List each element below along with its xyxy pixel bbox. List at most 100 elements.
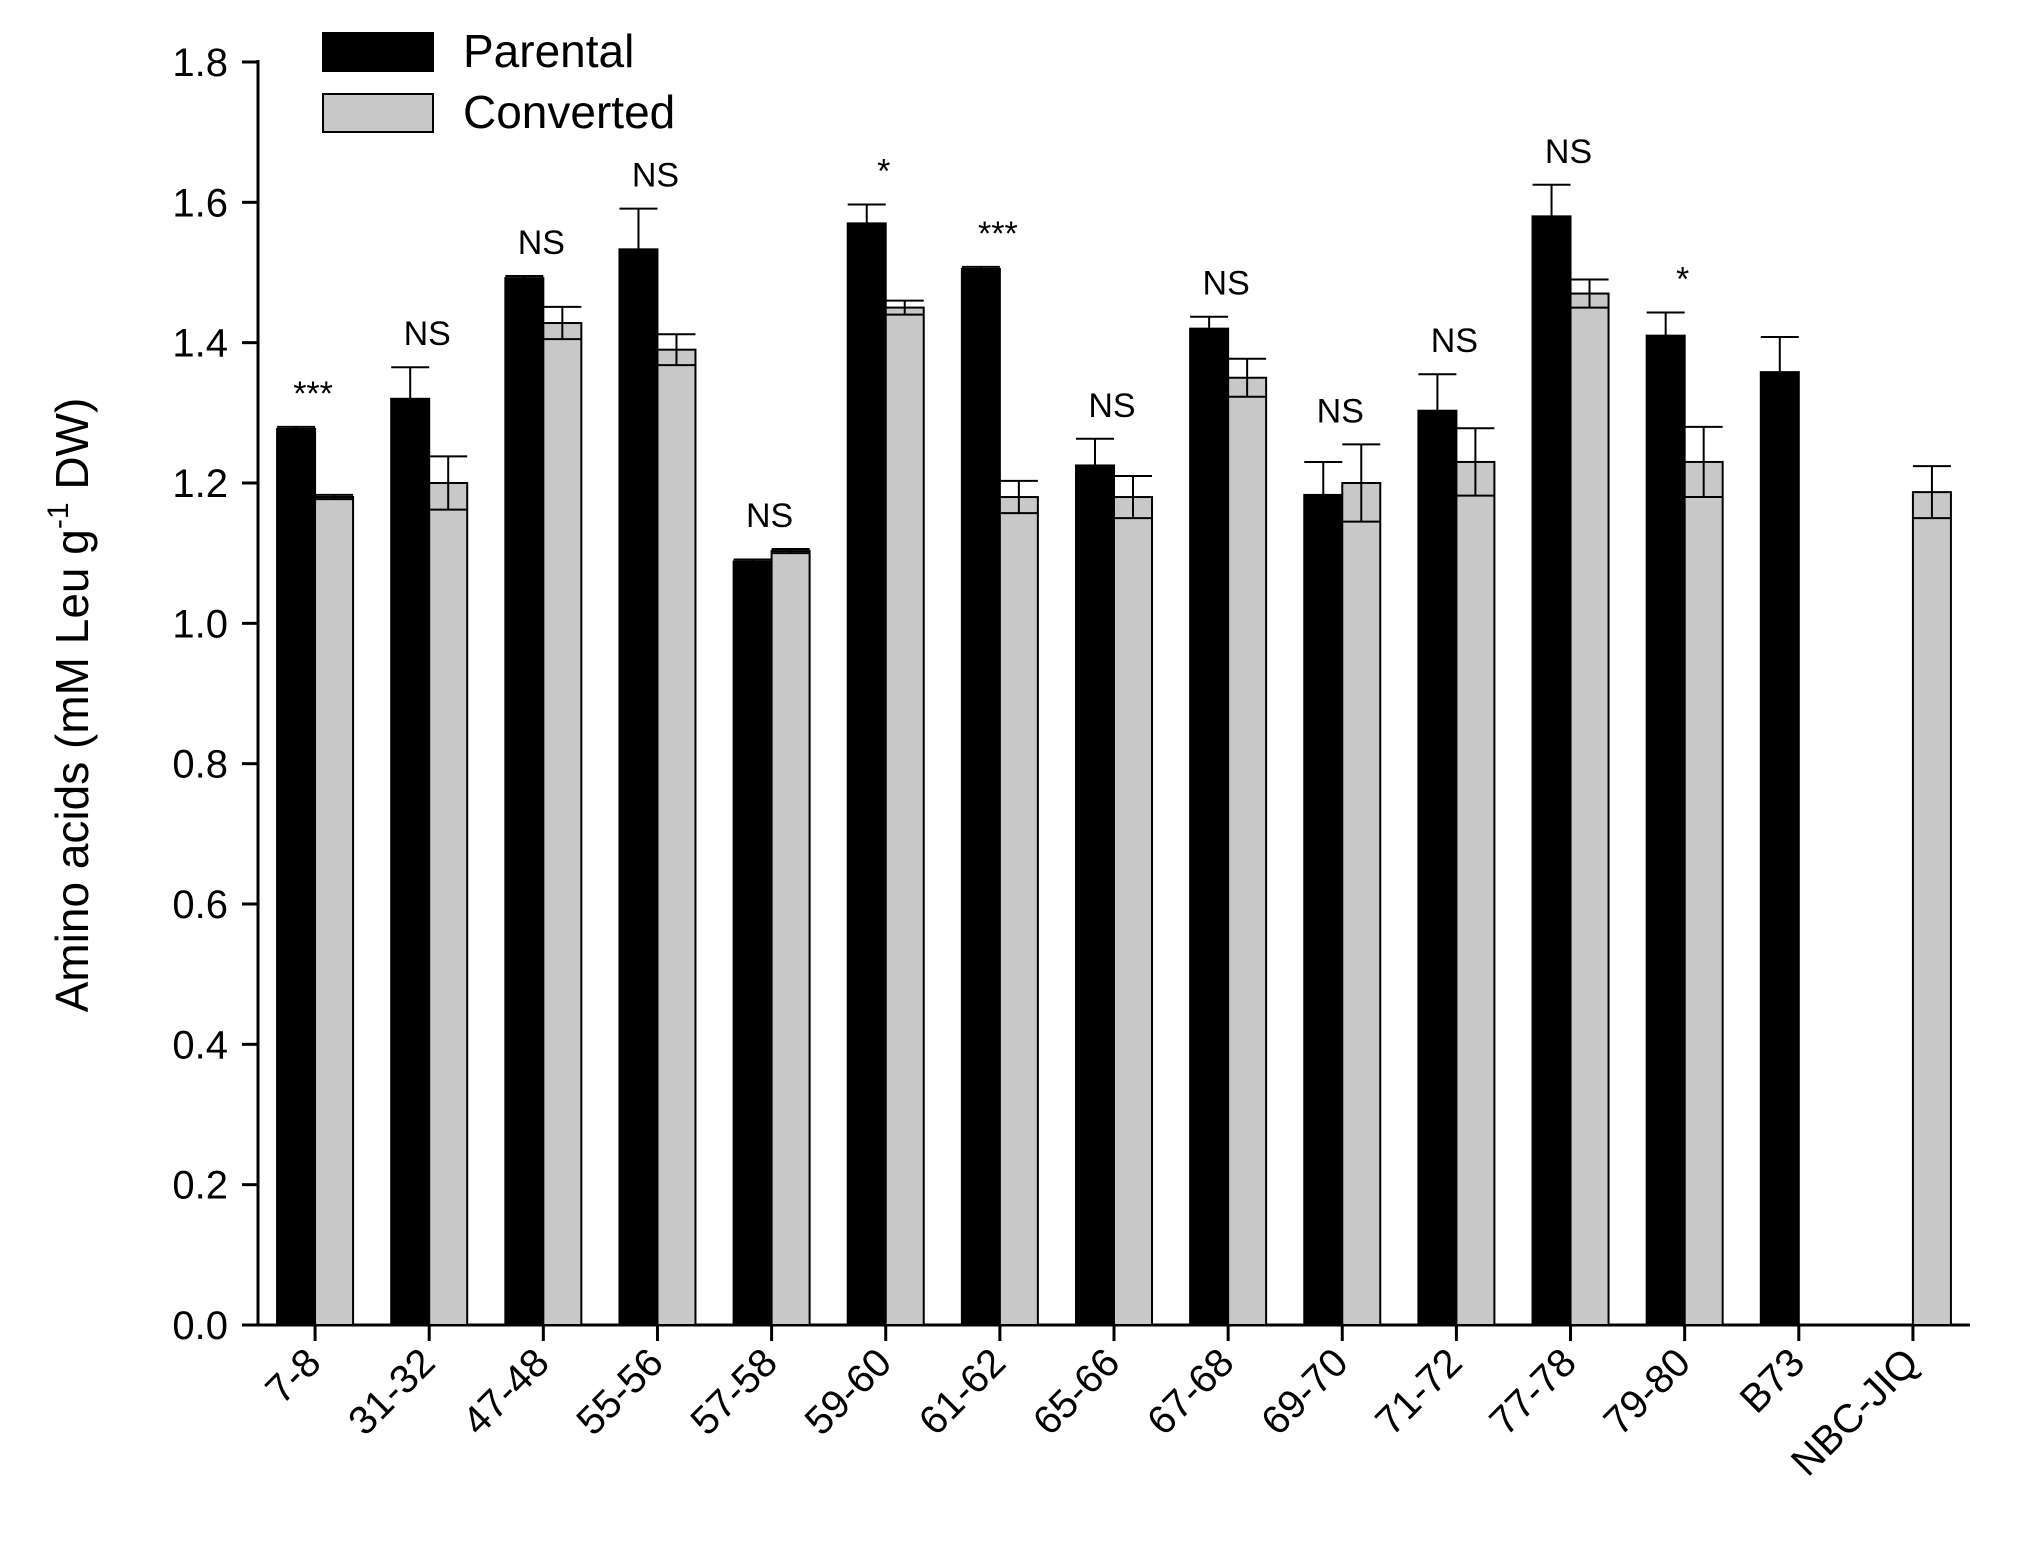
error-bar-parental-11 <box>1532 183 1571 249</box>
bar-parental-3 <box>618 248 659 1327</box>
error-bar-converted-11 <box>1570 278 1609 309</box>
error-bar-converted-14 <box>1912 465 1951 520</box>
error-bars <box>277 183 1951 565</box>
legend: Parental Converted <box>322 25 675 138</box>
error-bar-parental-5 <box>847 203 886 244</box>
x-tick-label-11: 77-78 <box>1481 1340 1584 1443</box>
error-bar-converted-5 <box>885 299 924 316</box>
bar-converted-3 <box>656 348 697 1326</box>
x-tick-label-13: B73 <box>1732 1340 1813 1421</box>
y-tick-label-2: 0.4 <box>172 1023 228 1067</box>
bar-parental-7 <box>1075 464 1115 1327</box>
error-bar-parental-0 <box>277 425 316 433</box>
annotation-7: NS <box>1088 387 1135 425</box>
x-tick-label-7: 65-66 <box>1025 1340 1128 1443</box>
bar-converted-2 <box>542 322 583 1326</box>
bar-parental-9 <box>1303 493 1344 1326</box>
annotation-10: NS <box>1431 322 1478 360</box>
error-bar-converted-6 <box>999 479 1038 515</box>
x-tick-label-14: NBC-JIQ <box>1783 1340 1927 1484</box>
bar-converted-10 <box>1455 460 1496 1326</box>
bar-converted-14 <box>1911 491 1952 1327</box>
bar-parental-1 <box>390 397 431 1326</box>
error-bar-converted-1 <box>429 455 468 511</box>
y-tick-label-1: 0.2 <box>172 1164 228 1208</box>
error-bar-parental-6 <box>961 265 1000 273</box>
y-axis-title-sup: -1 <box>42 502 75 529</box>
legend-swatch-parental <box>322 32 434 72</box>
bar-converted-12 <box>1683 460 1724 1326</box>
bar-parental-13 <box>1759 371 1800 1326</box>
y-axis-title-tail: DW) <box>46 398 98 503</box>
bar-parental-5 <box>846 222 887 1327</box>
error-bar-parental-8 <box>1190 315 1229 342</box>
x-tick-label-9: 69-70 <box>1253 1340 1356 1443</box>
y-tick-label-3: 0.6 <box>172 883 228 927</box>
annotation-4: NS <box>746 497 793 535</box>
annotation-6: *** <box>978 215 1018 253</box>
error-bar-parental-4 <box>733 558 772 565</box>
error-bar-converted-0 <box>315 493 354 501</box>
annotation-8: NS <box>1203 265 1250 303</box>
bar-converted-6 <box>998 496 1039 1326</box>
bar-converted-8 <box>1227 376 1268 1326</box>
y-tick-label-4: 0.8 <box>172 743 228 787</box>
bar-parental-12 <box>1645 334 1686 1326</box>
legend-label-parental: Parental <box>463 25 634 77</box>
error-bar-parental-12 <box>1646 311 1685 360</box>
error-bar-parental-9 <box>1304 460 1343 529</box>
error-bar-converted-4 <box>771 547 810 555</box>
y-tick-label-5: 1.0 <box>172 602 228 646</box>
error-bar-converted-7 <box>1114 474 1152 520</box>
bars <box>276 215 1952 1327</box>
error-bar-parental-1 <box>391 366 430 432</box>
y-tick-label-9: 1.8 <box>172 41 228 85</box>
bar-converted-11 <box>1569 292 1610 1326</box>
annotation-0: *** <box>293 375 333 413</box>
y-tick-label-7: 1.4 <box>172 322 228 366</box>
bar-converted-4 <box>770 550 811 1326</box>
x-tick-label-1: 31-32 <box>340 1340 443 1443</box>
bar-converted-1 <box>428 482 469 1326</box>
annotation-9: NS <box>1317 392 1364 430</box>
bar-parental-8 <box>1189 327 1230 1326</box>
annotation-3: NS <box>632 157 679 195</box>
y-axis-title-main: Amino acids (mM Leu g <box>46 529 98 1012</box>
error-bar-converted-10 <box>1456 427 1495 497</box>
error-bar-converted-9 <box>1342 443 1381 523</box>
y-tick-label-8: 1.6 <box>172 181 228 225</box>
y-tick-label-0: 0.0 <box>172 1304 228 1348</box>
error-bar-parental-10 <box>1418 373 1457 449</box>
x-tick-label-3: 55-56 <box>568 1340 671 1443</box>
annotation-1: NS <box>404 315 451 353</box>
error-bar-converted-8 <box>1228 357 1267 398</box>
x-tick-label-10: 71-72 <box>1367 1340 1470 1443</box>
error-bar-converted-2 <box>543 305 582 341</box>
bar-parental-2 <box>504 277 545 1327</box>
bar-parental-4 <box>732 560 773 1326</box>
error-bar-parental-3 <box>619 207 658 292</box>
y-tick-label-6: 1.2 <box>172 462 228 506</box>
error-bar-parental-7 <box>1076 437 1114 494</box>
bar-parental-0 <box>276 427 317 1326</box>
legend-label-converted: Converted <box>463 86 675 138</box>
annotation-5: * <box>877 152 890 190</box>
x-tick-label-2: 47-48 <box>454 1340 557 1443</box>
x-tick-label-0: 7-8 <box>257 1340 329 1412</box>
annotation-2: NS <box>518 224 565 262</box>
bar-converted-7 <box>1113 496 1153 1326</box>
x-tick-label-4: 57-58 <box>683 1340 786 1443</box>
legend-swatch-converted <box>322 93 434 133</box>
error-bar-parental-2 <box>505 275 544 282</box>
error-bar-converted-12 <box>1684 425 1723 499</box>
bar-parental-11 <box>1531 215 1572 1326</box>
annotation-12: * <box>1676 260 1689 298</box>
x-tick-label-12: 79-80 <box>1596 1340 1699 1443</box>
bar-converted-5 <box>884 306 925 1327</box>
bar-parental-6 <box>960 267 1001 1326</box>
bar-converted-0 <box>314 496 355 1326</box>
annotation-11: NS <box>1545 133 1592 171</box>
y-axis-title: Amino acids (mM Leu g-1 DW) <box>42 398 98 1013</box>
x-tick-label-6: 61-62 <box>911 1340 1014 1443</box>
